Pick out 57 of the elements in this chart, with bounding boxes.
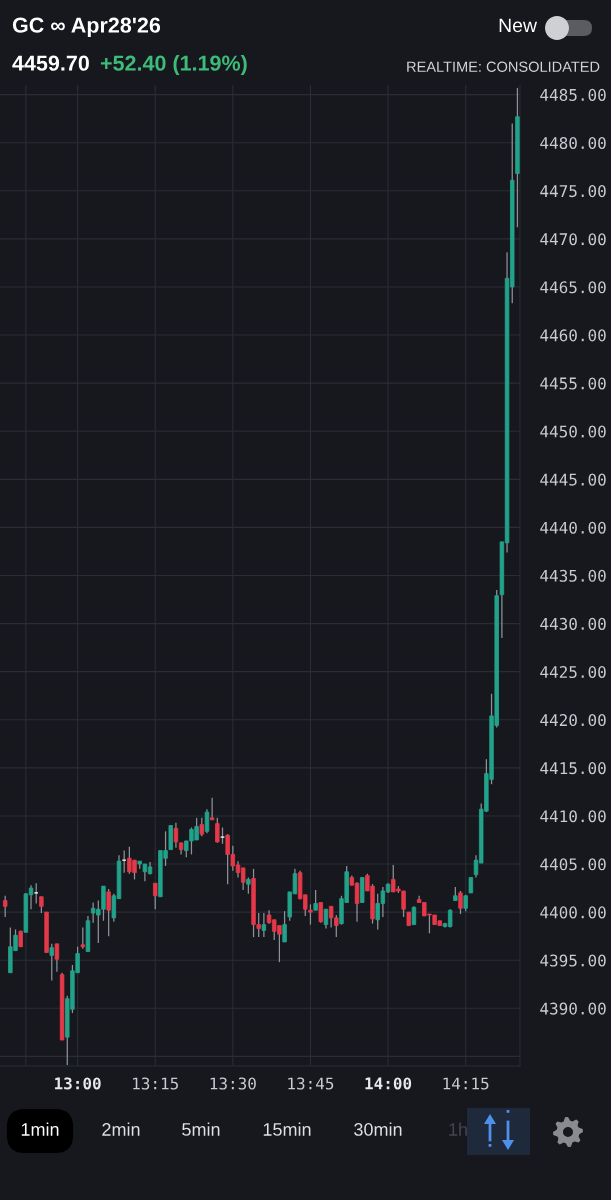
candlestick [313, 889, 318, 911]
candlestick [34, 882, 39, 905]
candlestick [308, 903, 313, 926]
text: +52.40 (1.19%) [100, 54, 247, 76]
y-tick-label: 4475.00 [540, 185, 606, 198]
candlestick [80, 926, 86, 950]
y-tick-label: 4450.00 [540, 425, 606, 438]
x-tick-label: 14:00 [365, 1077, 412, 1090]
y-tick-label: 4460.00 [540, 329, 606, 342]
candlestick [199, 817, 205, 837]
candlestick [153, 882, 158, 910]
y-tick-label: 4395.00 [540, 954, 606, 967]
y-tick-label: 4405.00 [540, 858, 606, 871]
y-tick-label: 4410.00 [540, 810, 606, 823]
text: New [499, 18, 538, 33]
y-tick-label: 4425.00 [540, 665, 606, 679]
candlestick [318, 901, 324, 924]
y-tick-label: 4415.00 [540, 762, 606, 775]
text: 15min [263, 1122, 311, 1136]
candlestick [261, 912, 267, 938]
candlestick [49, 943, 54, 982]
x-tick-label: 13:30 [210, 1077, 256, 1090]
candlestick [106, 888, 111, 937]
chart-subtitle: 4459.70 [12, 55, 89, 71]
text: 5min [182, 1122, 220, 1136]
y-tick-label: 4420.00 [540, 714, 606, 727]
candlestick [2, 895, 8, 918]
y-tick-label: 4455.00 [540, 377, 606, 390]
candlestick [54, 943, 60, 973]
y-tick-label: 4400.00 [540, 906, 606, 919]
text: 30min [354, 1122, 402, 1136]
x-tick-label: 13:15 [133, 1077, 178, 1090]
candlestick [447, 908, 453, 929]
candlestick [215, 817, 220, 844]
chart-title: GC ∞ Apr28'26 [12, 17, 161, 38]
y-tick-label: 4485.00 [540, 88, 606, 101]
y-tick-label: 4440.00 [540, 521, 606, 534]
candlestick [282, 910, 287, 943]
text: 2min [102, 1122, 140, 1136]
candlestick [323, 908, 329, 930]
y-tick-label: 4465.00 [540, 281, 606, 294]
text: 1min [21, 1122, 59, 1136]
candlestick [240, 867, 246, 891]
text: REALTIME: CONSOLIDATED [407, 61, 600, 72]
y-tick-label: 4390.00 [540, 1002, 606, 1015]
candlestick [411, 905, 417, 926]
x-tick-label: 14:15 [443, 1077, 489, 1090]
y-tick-label: 4430.00 [540, 617, 606, 630]
y-tick-label: 4470.00 [540, 233, 606, 246]
x-tick-label: 13:45 [288, 1077, 334, 1090]
y-tick-label: 4445.00 [540, 473, 606, 486]
candlestick [209, 797, 215, 821]
x-tick-label: 13:00 [55, 1077, 101, 1090]
y-tick-label: 4480.00 [540, 136, 606, 150]
candlestick [458, 890, 463, 915]
y-tick-label: 4435.00 [540, 569, 606, 582]
candlestick [204, 808, 210, 834]
